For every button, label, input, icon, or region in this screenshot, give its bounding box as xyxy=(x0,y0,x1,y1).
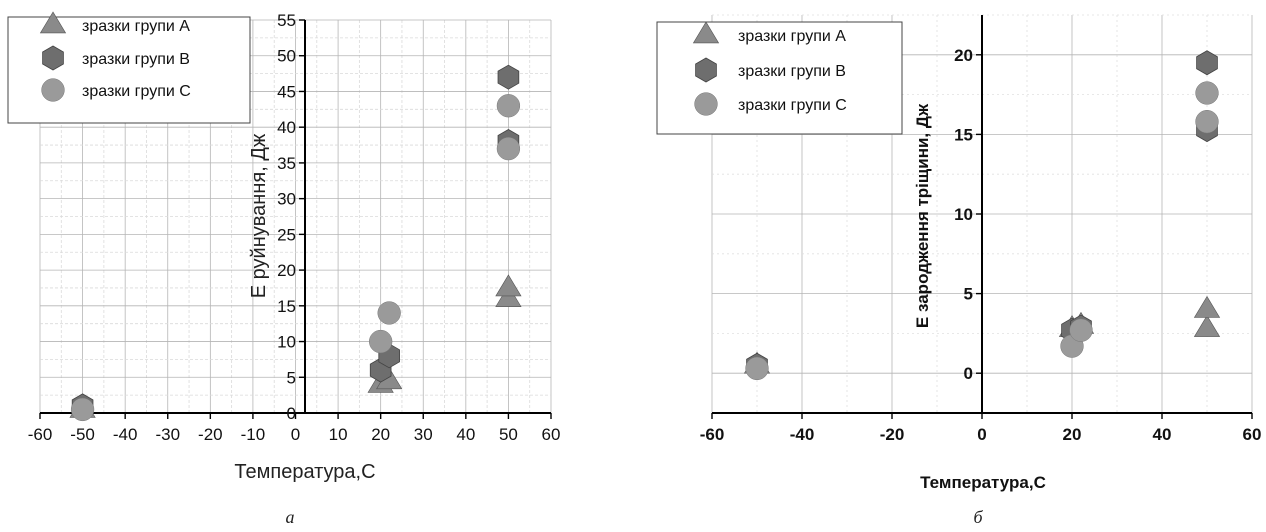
legend-entry: зразки групи C xyxy=(82,83,191,100)
legend-marker xyxy=(42,45,64,71)
x-tick-label: -30 xyxy=(155,425,180,444)
x-tick-label: 20 xyxy=(1063,425,1082,444)
legend: зразки групи A зразки групи B зразки групи… xyxy=(7,11,251,124)
data-point xyxy=(369,329,393,354)
series-c xyxy=(745,81,1219,381)
legend-entry: зразки групи B xyxy=(738,63,846,80)
y-tick-label: 20 xyxy=(277,261,296,280)
x-tick-label: -60 xyxy=(28,425,53,444)
y-tick-label: 5 xyxy=(964,285,973,304)
data-point xyxy=(497,64,520,90)
x-tick-label: -10 xyxy=(241,425,266,444)
y-tick-label: 25 xyxy=(277,225,296,244)
x-tick-label: -20 xyxy=(880,425,905,444)
panel-label: б xyxy=(973,507,983,527)
x-tick-label: 40 xyxy=(1153,425,1172,444)
chart-panel-a: -60 -50 -40 -30 -20 -10 0 10 20 30 40 50 60 0 5 10 15 20 2… xyxy=(7,11,561,527)
y-axis-label: E руйнування, Дж xyxy=(248,133,270,298)
data-point xyxy=(1195,81,1219,105)
panel-label: а xyxy=(286,507,295,527)
y-tick-label: 15 xyxy=(954,125,973,144)
x-axis-label: Температура,С xyxy=(920,473,1046,492)
legend-marker xyxy=(41,78,65,102)
x-tick-label: 10 xyxy=(329,425,348,444)
x-tick-label: 60 xyxy=(1243,425,1262,444)
x-tick-label: 0 xyxy=(977,425,986,444)
chart-panel-b: -60 -40 -20 0 20 40 60 0 5 10 15 20 Температура,С E з… xyxy=(656,14,1262,527)
x-tick-label: -40 xyxy=(790,425,815,444)
legend-box xyxy=(7,16,251,124)
series-c xyxy=(70,94,521,422)
data-point xyxy=(1195,110,1219,134)
data-point xyxy=(1069,318,1093,342)
y-tick-label: 45 xyxy=(277,82,296,101)
x-tick-label: 20 xyxy=(371,425,390,444)
data-point xyxy=(70,397,95,422)
legend-entry: зразки групи A xyxy=(82,18,190,35)
x-tick-label: 40 xyxy=(456,425,475,444)
y-tick-label: 15 xyxy=(277,297,296,316)
x-tick-label: 60 xyxy=(542,425,561,444)
legend-entry: зразки групи B xyxy=(82,51,190,68)
data-point xyxy=(745,356,769,381)
y-tick-label: 0 xyxy=(964,364,973,383)
x-tick-label: 0 xyxy=(291,425,300,444)
y-tick-label: 0 xyxy=(287,404,296,423)
y-tick-label: 10 xyxy=(277,333,296,352)
x-tick-label: -60 xyxy=(700,425,725,444)
data-point xyxy=(496,136,521,161)
x-tick-label: -40 xyxy=(113,425,138,444)
x-tick-label: -50 xyxy=(70,425,95,444)
data-point xyxy=(495,274,522,297)
data-point xyxy=(1193,315,1221,337)
y-tick-label: 50 xyxy=(277,47,296,66)
legend-marker xyxy=(692,21,720,44)
y-tick-label: 5 xyxy=(287,368,296,387)
y-tick-label: 55 xyxy=(277,11,296,30)
legend-entry: зразки групи C xyxy=(738,97,847,114)
legend-marker xyxy=(39,11,67,34)
x-tick-label: -20 xyxy=(198,425,223,444)
y-tick-label: 40 xyxy=(277,118,296,137)
legend-entry: зразки групи A xyxy=(738,28,846,45)
y-axis-label: E зародження тріщини, Дж xyxy=(913,103,932,328)
x-tick-label: 50 xyxy=(499,425,518,444)
y-tick-label: 30 xyxy=(277,190,296,209)
y-tick-label: 10 xyxy=(954,205,973,224)
x-axis-label: Температура,С xyxy=(234,461,375,483)
data-point xyxy=(377,301,401,325)
data-point xyxy=(496,94,521,118)
legend-marker xyxy=(695,57,717,83)
data-point xyxy=(1193,295,1221,318)
data-point xyxy=(1196,50,1218,76)
y-tick-label: 20 xyxy=(954,46,973,65)
x-tick-label: 30 xyxy=(414,425,433,444)
y-tick-label: 35 xyxy=(277,154,296,173)
legend: зразки групи A зразки групи B зразки групи… xyxy=(656,21,903,135)
legend-marker xyxy=(694,92,718,116)
